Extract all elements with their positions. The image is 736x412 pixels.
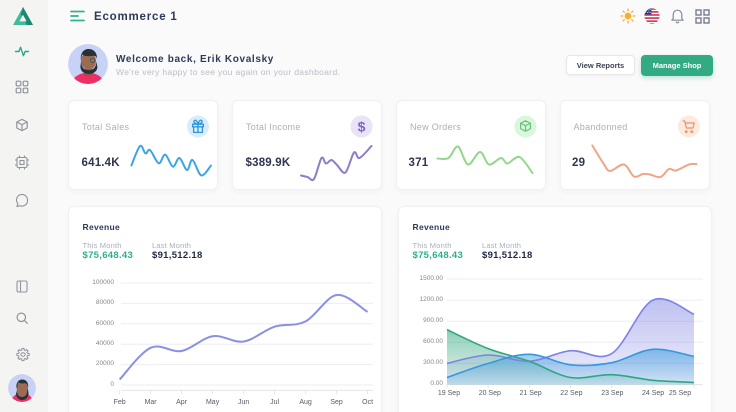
svg-text:$: $ xyxy=(358,119,366,135)
